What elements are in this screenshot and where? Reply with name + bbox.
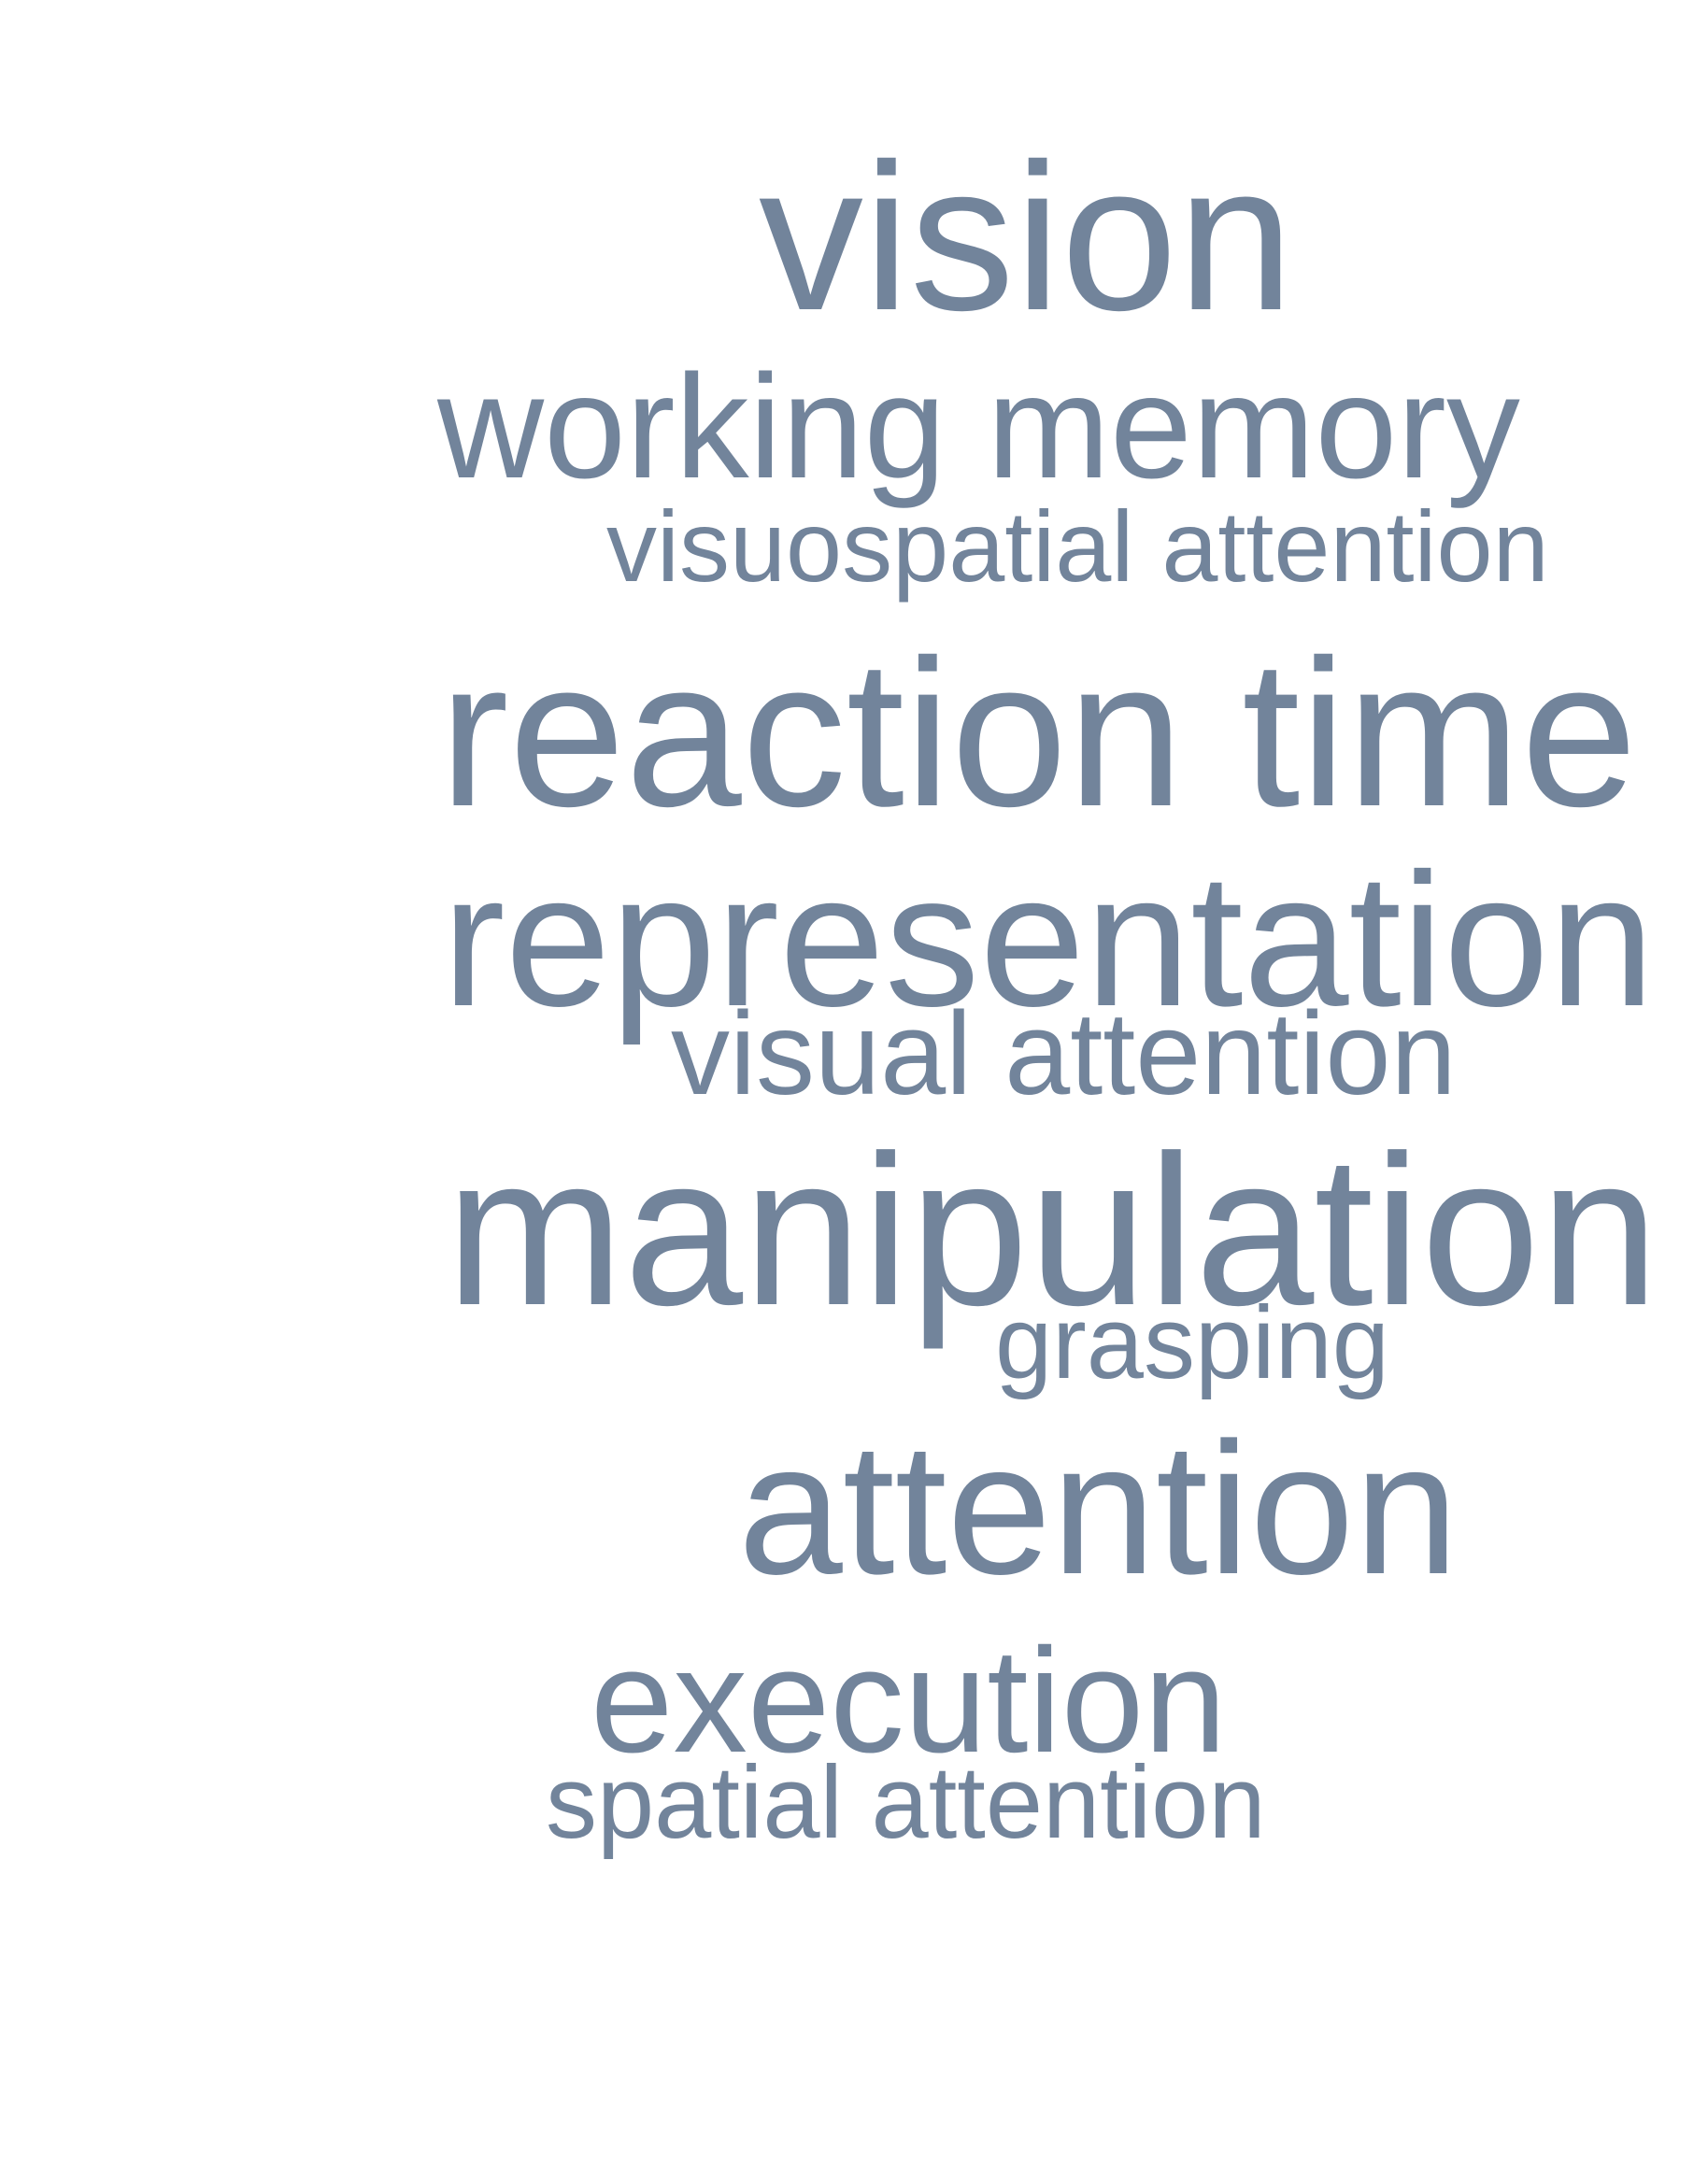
word-attention: attention	[738, 1403, 1459, 1613]
word-working-memory: working memory	[437, 345, 1520, 509]
word-manipulation: manipulation	[446, 1111, 1659, 1350]
word-spatial-attention: spatial attention	[546, 1745, 1266, 1860]
word-visuospatial-attention: visuospatial attention	[606, 490, 1549, 603]
word-visual-attention: visual attention	[671, 987, 1457, 1119]
word-grasping: grasping	[995, 1285, 1389, 1400]
word-vision: vision	[759, 121, 1294, 354]
word-representation: representation	[442, 834, 1655, 1046]
word-reaction-time: reaction time	[439, 617, 1638, 850]
word-execution: execution	[591, 1617, 1227, 1783]
